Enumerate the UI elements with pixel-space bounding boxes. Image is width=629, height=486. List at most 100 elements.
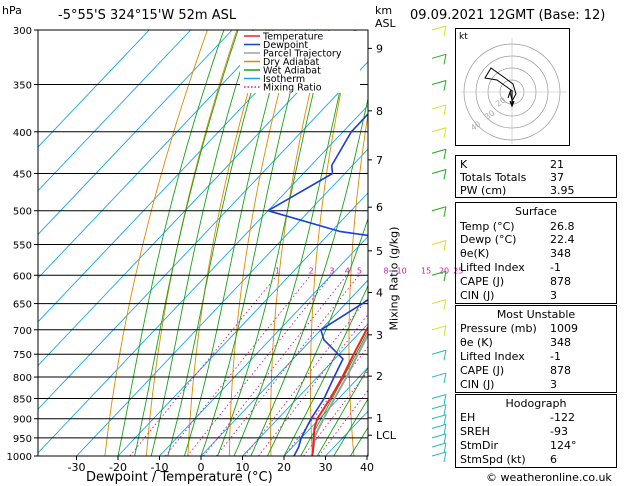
pressure-tick-label: 700	[13, 326, 32, 337]
temperature-tick-label: 0	[198, 461, 205, 474]
mixing-ratio-label: 1	[275, 266, 280, 275]
pressure-tick-label: 1000	[7, 452, 32, 463]
isotherm-line	[38, 30, 275, 279]
mixing-ratio-label: 10	[397, 266, 407, 275]
index-row-pw: PW (cm) 3.95	[460, 184, 575, 197]
surface-row: Lifted Index -1	[460, 261, 561, 274]
hodograph: kt 40 30 20	[455, 28, 570, 146]
wind-barb-flag	[443, 271, 447, 282]
wind-barb-flag	[443, 414, 447, 425]
legend-label: Dewpoint	[263, 40, 308, 51]
isotherm-line	[38, 30, 358, 367]
mixing-ratio-line	[165, 275, 311, 456]
wind-barb	[431, 104, 447, 110]
index-row-k: K 21	[460, 158, 564, 171]
height-tick-label: 7	[376, 154, 383, 167]
x-axis-title: Dewpoint / Temperature (°C)	[86, 470, 273, 485]
mixing-ratio-label: 25	[453, 266, 463, 275]
temperature-tick-label: 30	[319, 461, 333, 474]
surface-row: CAPE (J) 878	[460, 275, 571, 288]
height-tick-label: 6	[376, 201, 383, 214]
temperature-tick-label: -10	[151, 461, 169, 474]
height-tick-label: 4	[376, 287, 383, 300]
hodograph-trace	[484, 67, 517, 105]
most-unstable-row: Lifted Index -1	[460, 350, 561, 363]
height-tick-label: 3	[376, 329, 383, 342]
mixing-ratio-label: 15	[421, 266, 431, 275]
hodograph-table-title: Hodograph	[505, 397, 567, 410]
dry-adiabat-line	[423, 30, 443, 456]
wind-barb	[431, 394, 447, 399]
mixing-ratio-line	[303, 370, 368, 456]
temperature-tick-label: 20	[277, 461, 291, 474]
wet-adiabat-line	[134, 30, 239, 456]
km-unit-label: km	[375, 4, 393, 17]
surface-row: CIN (J) 3	[460, 289, 557, 302]
wind-barb	[431, 127, 447, 133]
wet-adiabat-line	[333, 397, 368, 456]
wind-barb-flag	[443, 433, 447, 444]
height-tick-label: 2	[376, 370, 383, 383]
isotherm-line	[159, 235, 368, 456]
wind-barb-flag	[443, 451, 447, 463]
pressure-tick-label: 650	[13, 300, 32, 311]
wind-barb-flag	[443, 206, 447, 217]
footer-credit[interactable]: © weatheronline.co.uk	[486, 471, 612, 484]
wind-barb-flag	[443, 424, 447, 435]
wind-barb-flag	[443, 394, 447, 405]
dry-adiabat-line	[145, 30, 238, 456]
surface-title: Surface	[515, 205, 557, 218]
height-tick-label: 1	[376, 412, 383, 425]
wind-barb-flag	[443, 240, 447, 251]
location-label: -5°55'S 324°15'W 52m ASL	[58, 8, 237, 23]
hodograph-table-row: StmSpd (kt) 6	[460, 453, 557, 466]
pressure-tick-label: 400	[13, 128, 32, 139]
wind-barb-flag	[443, 149, 447, 160]
wind-barb-flag	[443, 372, 447, 384]
height-tick-label: 5	[376, 245, 383, 258]
legend-label: Mixing Ratio	[263, 83, 322, 94]
hpa-unit-label: hPa	[2, 4, 22, 17]
wind-barb-flag	[443, 404, 447, 415]
temperature-tick-label: 10	[236, 461, 250, 474]
mixing-ratio-label: 20	[439, 266, 449, 275]
isotherm-line	[200, 279, 368, 456]
wind-barb	[431, 451, 447, 457]
storm-motion-arrow	[509, 90, 515, 108]
wind-barb	[431, 404, 447, 410]
wind-barb	[431, 414, 447, 420]
wind-barb	[431, 325, 447, 331]
hodograph-table-row: EH -122	[460, 411, 575, 424]
hodograph-table-box: Hodograph EH -122 SREH -93 StmDir 124° StmS…	[455, 394, 617, 468]
wind-barb	[431, 239, 447, 245]
mixing-ratio-axis-title: Mixing Ratio (g/kg)	[387, 226, 401, 331]
surface-row: Temp (°C) 26.8	[460, 220, 575, 233]
isotherm-line	[38, 104, 368, 454]
wind-barb-flag	[443, 54, 447, 65]
isotherm-line	[38, 30, 233, 236]
most-unstable-title: Most Unstable	[496, 308, 576, 321]
wind-barb	[431, 423, 447, 429]
wind-barb-flag	[443, 25, 447, 37]
mixing-ratio-label: 4	[345, 266, 350, 275]
dry-adiabat-line	[619, 30, 629, 456]
height-tick-label: LCL	[376, 429, 397, 442]
pressure-tick-label: 300	[13, 26, 32, 37]
surface-row: Dewp (°C) 22.4	[460, 233, 575, 246]
most-unstable-row: CAPE (J) 878	[460, 364, 571, 377]
legend-label: Isotherm	[263, 74, 305, 85]
pressure-tick-label: 450	[13, 169, 32, 180]
most-unstable-row: CIN (J) 3	[460, 378, 557, 391]
wind-barb-flag	[443, 127, 447, 138]
dewpoint-profile	[267, 112, 368, 456]
pressure-tick-label: 750	[13, 350, 32, 361]
surface-box: Surface Temp (°C) 26.8 Dewp (°C) 22.4 θe(K…	[455, 202, 617, 304]
wind-barb-flag	[443, 80, 447, 91]
mixing-ratio-line	[129, 275, 278, 456]
pressure-tick-label: 350	[13, 81, 32, 92]
mixing-ratio-label: 3	[329, 266, 334, 275]
isotherm-line	[283, 366, 368, 456]
indices-box: K 21 Totals Totals 37 PW (cm) 3.95	[455, 155, 617, 198]
hodograph-table-row: StmDir 124°	[460, 439, 577, 452]
